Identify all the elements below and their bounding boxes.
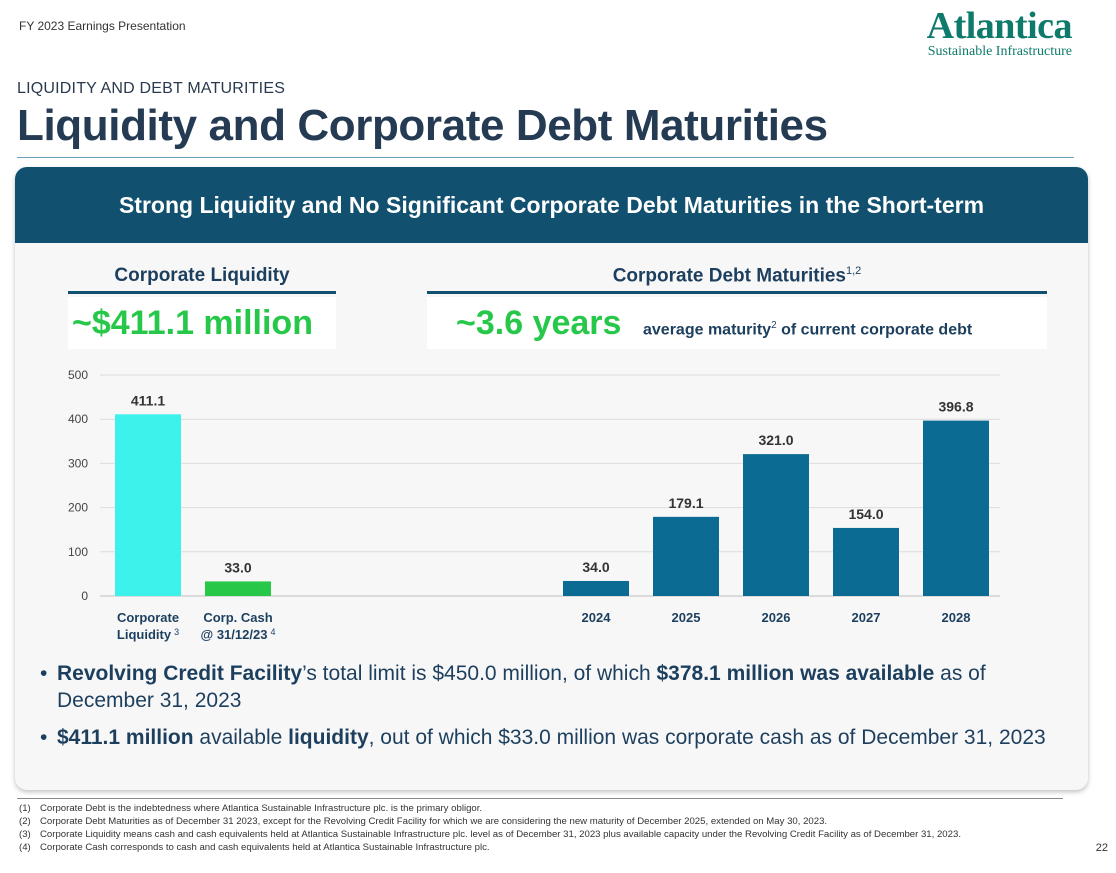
page-number: 22 [1095,842,1108,854]
bullet-2-bold-a: $411.1 million [57,726,194,749]
liquidity-kpi: ~$411.1 million [72,304,313,342]
footnote-text: Corporate Debt Maturities as of December… [40,816,828,827]
footnote-item: (3) Corporate Liquidity means cash and ca… [19,828,1079,841]
bar [833,527,899,596]
x-tick-label-sup: 4 [270,627,275,637]
x-tick-label: 2027 [852,610,881,625]
bullet-item-credit-facility: • Revolving Credit Facility’s total limi… [40,660,1080,714]
logo-tagline: Sustainable Infrastructure [927,44,1072,59]
presentation-label: FY 2023 Earnings Presentation [19,19,186,33]
y-tick-label: 300 [68,456,88,470]
debt-heading-text: Corporate Debt Maturities [612,265,846,287]
x-tick-label: 2028 [942,610,971,625]
page-title: Liquidity and Corporate Debt Maturities [17,101,828,150]
x-tick-label: Liquidity 3 [117,627,179,642]
bar-value-label: 33.0 [224,559,251,575]
footnote-number: (2) [19,816,31,827]
y-tick-label: 0 [81,589,88,603]
footnote-text: Corporate Cash corresponds to cash and c… [40,842,490,853]
x-tick-label-sup: 3 [174,627,179,637]
logo-wordmark: Atlantica [926,5,1073,47]
liquidity-rule [68,291,336,294]
x-tick-label: Corporate [117,610,179,625]
footnote-number: (4) [19,842,31,853]
footnote-item: (1) Corporate Debt is the indebtedness wh… [19,802,1079,815]
key-points: • Revolving Credit Facility’s total limi… [40,660,1080,761]
debt-kpi-desc-b: of current corporate debt [776,321,973,339]
bar [923,420,989,596]
bar [563,580,629,596]
bar [205,581,271,596]
footnote-item: (2) Corporate Debt Maturities as of Decem… [19,815,1079,828]
footnote-number: (1) [19,803,31,814]
debt-kpi-desc-sup: 2 [771,320,777,331]
debt-kpi-desc-a: average maturity [643,321,772,339]
bullet-dot: • [40,726,48,749]
content-card: Strong Liquidity and No Significant Corp… [15,167,1088,790]
bullet-1-bold-b: $378.1 million was available [656,662,935,685]
bullet-2-text-b: , out of which $33.0 million was corpora… [368,726,1046,749]
bullet-1-bold-a: Revolving Credit Facility [57,662,303,685]
bar-value-label: 179.1 [668,495,703,511]
x-tick-label: @ 31/12/23 4 [201,627,276,642]
bullet-1-text-b: as of December 31, 2023 [57,662,986,712]
bullet-2-text-a: available [193,726,289,749]
y-tick-label: 400 [68,412,88,426]
footnote-text: Corporate Debt is the indebtedness where… [40,803,483,814]
footnote-divider [17,798,1063,799]
y-tick-label: 200 [68,501,88,515]
footnotes: (1) Corporate Debt is the indebtedness wh… [19,802,1079,854]
x-tick-label: 2025 [672,610,701,625]
bar-value-label: 321.0 [758,432,793,448]
footnote-number: (3) [19,829,31,840]
bar-value-label: 34.0 [582,559,609,575]
debt-heading-sup: 1,2 [846,265,862,277]
bar [743,454,809,596]
bullet-2-bold-b: liquidity [288,726,369,749]
bullet-1-text-a: ’s total limit is $450.0 million, of whi… [302,662,657,685]
bullet-dot: • [40,662,48,685]
footnote-item: (4) Corporate Cash corresponds to cash an… [19,841,1079,854]
bar-value-label: 154.0 [848,506,883,522]
y-tick-label: 500 [68,368,88,382]
footnote-text: Corporate Liquidity means cash and cash … [40,829,961,840]
headline-banner: Strong Liquidity and No Significant Corp… [15,167,1088,243]
debt-kpi-description: average maturity2 of current corporate d… [643,320,972,339]
bullet-item-liquidity: • $411.1 million available liquidity, ou… [40,724,1080,751]
bar-value-label: 396.8 [938,399,973,415]
x-tick-label: 2026 [762,610,791,625]
y-tick-label: 100 [68,545,88,559]
title-divider [17,157,1074,158]
debt-kpi-box [427,297,1047,349]
bar [115,414,181,596]
x-tick-label: Corp. Cash [203,610,272,625]
debt-heading: Corporate Debt Maturities1,2 [427,265,1047,287]
x-tick-label: 2024 [582,610,612,625]
bar-value-label: 411.1 [131,392,165,408]
liquidity-kpi-box [68,297,336,349]
debt-kpi: ~3.6 years [456,304,622,342]
debt-rule [427,291,1047,294]
bar [653,516,719,596]
maturities-bar-chart: 0 100 200 300 400 500 411.1 Corporate Liquidity 3… [68,368,1000,642]
section-label: LIQUIDITY AND DEBT MATURITIES [17,80,286,97]
company-logo: Atlantica Sustainable Infrastructure [926,5,1073,59]
liquidity-heading: Corporate Liquidity [114,265,290,286]
